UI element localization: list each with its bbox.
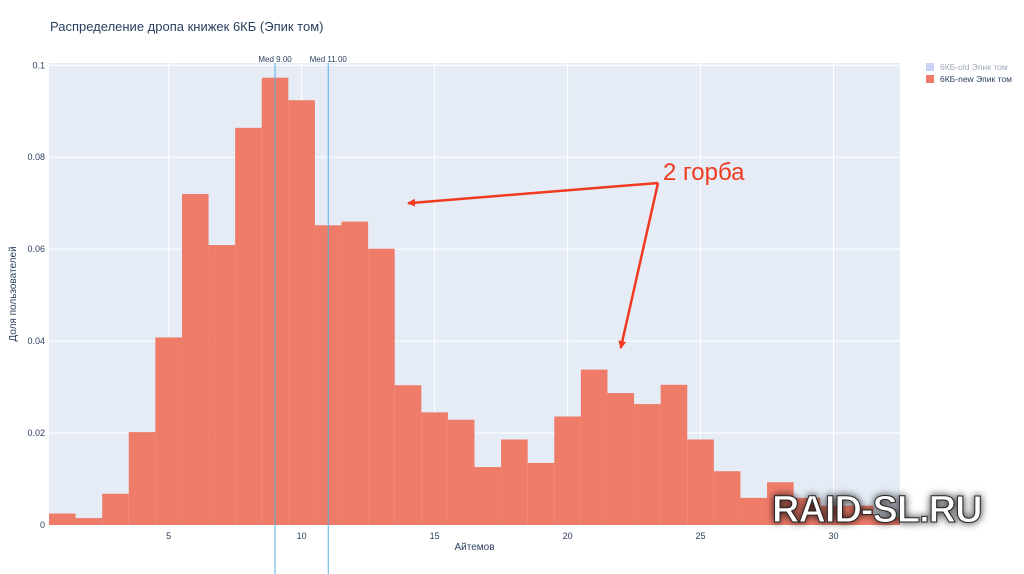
chart-title: Распределение дропа книжек 6КБ (Эпик том… — [50, 19, 323, 34]
histogram-bar — [447, 419, 475, 525]
histogram-bar — [527, 462, 555, 525]
x-tick-label: 5 — [166, 531, 171, 541]
median-label: Med 9.00 — [258, 55, 292, 64]
histogram-bar — [607, 393, 635, 525]
histogram-bar — [49, 513, 76, 525]
histogram-bar — [634, 404, 661, 525]
y-tick-label: 0.1 — [32, 60, 45, 70]
x-axis-title: Айтемов — [454, 542, 494, 553]
histogram-bar — [341, 221, 369, 525]
y-axis-title: Доля пользователей — [8, 246, 19, 341]
annotation: 2 горба — [407, 159, 745, 349]
histogram-bar — [820, 505, 847, 525]
histogram-bar — [128, 432, 156, 525]
annotation-label: 2 горба — [663, 159, 745, 186]
x-tick-label: 10 — [297, 531, 307, 541]
annotation-arrow — [407, 181, 659, 207]
legend-swatch — [926, 75, 934, 83]
median-label: Med 11.00 — [310, 55, 348, 64]
histogram-bar — [767, 482, 794, 525]
histogram-bar — [580, 369, 608, 525]
histogram-bar — [421, 412, 448, 525]
legend[interactable]: 6КБ-old Эпик том 6КБ-new Эпик том — [926, 62, 1012, 84]
histogram-bar — [873, 517, 900, 525]
histogram-bar — [368, 248, 395, 525]
bars — [49, 77, 900, 526]
histogram-bar — [155, 337, 182, 525]
legend-label: 6КБ-old Эпик том — [940, 62, 1008, 72]
histogram-bar — [235, 127, 262, 526]
histogram-bar — [181, 194, 209, 525]
histogram-bar — [501, 439, 528, 525]
annotation-arrow — [618, 182, 660, 349]
histogram-bar — [687, 439, 714, 525]
watermark-text: RAID-SL.RU — [772, 489, 982, 531]
histogram-bar — [75, 518, 103, 525]
axis-ticks: 5 10 15 20 25 30 0 0.02 0.04 0.06 0.08 0.1 — [27, 60, 838, 541]
x-tick-label: 20 — [563, 531, 573, 541]
histogram-bar — [474, 467, 502, 525]
y-tick-label: 0.06 — [27, 244, 45, 254]
histogram-bar — [102, 493, 129, 525]
x-tick-label: 25 — [696, 531, 706, 541]
median-lines: Med 9.00 Med 11.00 — [258, 55, 347, 574]
histogram-bar — [793, 497, 821, 525]
histogram-bar — [740, 497, 768, 525]
histogram-bar — [208, 245, 236, 525]
histogram-bar — [554, 416, 581, 525]
y-tick-label: 0.02 — [27, 428, 45, 438]
y-tick-label: 0.08 — [27, 152, 45, 162]
y-tick-label: 0 — [40, 520, 45, 530]
x-tick-label: 15 — [430, 531, 440, 541]
watermark: RAID-SL.RU — [772, 489, 984, 532]
histogram-bar — [660, 384, 688, 525]
histogram-bar — [846, 505, 874, 525]
legend-label: 6КБ-new Эпик том — [940, 74, 1012, 84]
legend-swatch — [926, 63, 934, 71]
histogram-bar — [394, 385, 422, 525]
histogram-bar — [288, 100, 315, 525]
x-tick-label: 30 — [829, 531, 839, 541]
y-tick-label: 0.04 — [27, 336, 45, 346]
histogram-bar — [713, 471, 741, 525]
